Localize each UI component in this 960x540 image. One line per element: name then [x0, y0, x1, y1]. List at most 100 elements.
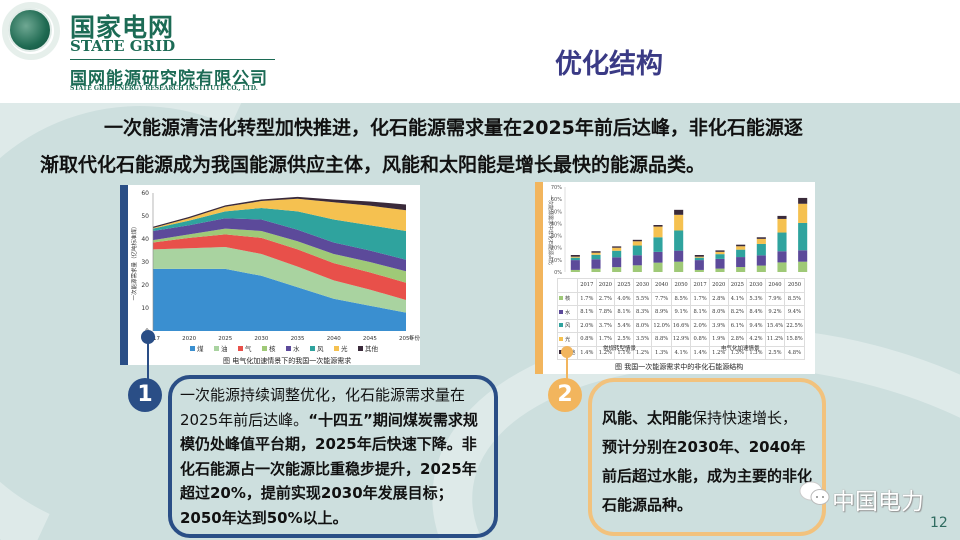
svg-text:风: 风: [317, 345, 324, 353]
headline-line-2: 渐取代化石能源成为我国能源供应主体，风能和太阳能是增长最快的能源品类。: [40, 154, 706, 176]
table-cell: 4.1%: [670, 345, 692, 360]
area-series: [153, 247, 406, 313]
table-header: 2017: [577, 278, 597, 293]
svg-text:50: 50: [141, 213, 149, 220]
svg-text:光: 光: [341, 344, 348, 353]
table-cell: 2.7%: [595, 291, 616, 306]
table-cell: 4.1%: [727, 291, 748, 306]
svg-text:气: 气: [245, 344, 252, 353]
svg-text:60: 60: [141, 190, 149, 197]
table-cell: 8.1%: [614, 305, 634, 320]
svg-text:油: 油: [221, 344, 228, 353]
svg-text:30: 30: [141, 259, 149, 266]
state-grid-logo-icon: [2, 2, 60, 60]
svg-text:40%: 40%: [551, 221, 562, 227]
table-cell: 8.0%: [708, 305, 729, 320]
table-cell: 3.7%: [595, 318, 616, 333]
table-cell: 1.7%: [577, 291, 597, 306]
table-cell: 2.5%: [614, 332, 634, 347]
area-chart-panel: 0102030405060201720202025203020352040204…: [120, 185, 421, 365]
badge-1: 1: [128, 378, 162, 412]
svg-text:60%: 60%: [551, 197, 562, 203]
svg-text:40: 40: [141, 236, 149, 243]
page-title: 优化结构: [555, 49, 663, 80]
table-row: 核 1.7% 2.7% 4.0% 5.5% 7.7% 8.5% 1.7% 2.8% 4.1% 5.3…: [557, 291, 805, 306]
table-cell: 4.8%: [784, 345, 805, 360]
connector-dot: [141, 330, 155, 344]
table-cell: 8.5%: [784, 291, 805, 306]
svg-text:一次能源需求中非化石能源占比: 一次能源需求中非化石能源占比: [547, 195, 554, 265]
institute-name-en: STATE GRID ENERGY RESEARCH INSTITUTE CO.…: [70, 85, 258, 92]
table-cell: 22.5%: [784, 318, 805, 333]
svg-text:2035: 2035: [291, 336, 305, 342]
table-cell: 0.8%: [577, 332, 597, 347]
table-row: 水 8.1% 7.8% 8.1% 8.3% 8.9% 9.1% 8.1% 8.0% 8.2% 8.4…: [557, 305, 805, 320]
headline-line-1: 一次能源清洁化转型加快推进，化石能源需求量在2025年前后达峰，非化石能源逐: [104, 117, 803, 139]
bar-chart-panel: 0% 10% 20% 30% 40% 50% 60% 70% 一次能源需求中非化石能源占比 20…: [535, 182, 815, 374]
table-cell: 1.3%: [651, 345, 672, 360]
bar-chart-caption: 图 我国一次能源需求中的非化石能源结构: [615, 363, 744, 371]
table-cell: 9.1%: [670, 305, 692, 320]
scenario-label-2: 电气化加速情景: [721, 346, 760, 352]
area-series: [153, 228, 406, 283]
table-cell: 1.7%: [690, 291, 710, 306]
callout-1-bold-text: “十四五”期间煤炭需求规模仍处峰值平台期，2025年后快速下降。非化石能源占一次…: [180, 410, 478, 527]
table-cell: 7.8%: [595, 305, 616, 320]
table-cell: 8.3%: [632, 305, 653, 320]
table-header: 2025: [727, 278, 748, 293]
area-series: [153, 218, 406, 272]
table-cell: 8.1%: [690, 305, 710, 320]
page-number: 12: [930, 515, 948, 531]
svg-text:2030: 2030: [254, 336, 268, 342]
table-cell: 2.5%: [764, 345, 786, 360]
table-cell: 7.7%: [651, 291, 672, 306]
wechat-icon: [799, 481, 830, 505]
connector-dot: [561, 346, 573, 358]
svg-text:其他: 其他: [365, 344, 379, 353]
table-cell: 2.0%: [690, 318, 710, 333]
table-cell: 16.6%: [670, 318, 692, 333]
table-cell: 4.2%: [746, 332, 766, 347]
area-series: [153, 196, 406, 228]
institute-name-cn: 国网能源研究院有限公司: [70, 69, 268, 89]
svg-text:2020: 2020: [182, 336, 196, 342]
svg-text:10: 10: [141, 305, 149, 312]
connector-line: [566, 352, 568, 382]
svg-text:年份: 年份: [409, 334, 420, 342]
table-cell: 11.2%: [764, 332, 786, 347]
table-header: 2020: [595, 278, 616, 293]
non-fossil-table: 2017 2020 2025 2030 2040 2050 2017 2020 2025 2030…: [557, 278, 805, 360]
svg-text:50%: 50%: [551, 209, 562, 215]
bar-chart: 0% 10% 20% 30% 40% 50% 60% 70% 一次能源需求中非化石能源占比: [547, 185, 808, 276]
table-cell: 1.4%: [690, 345, 710, 360]
table-cell: 2.8%: [708, 291, 729, 306]
table-row: 风 2.0% 3.7% 5.4% 8.0% 12.0% 16.6% 2.0% 3.9% 6.1% 9…: [557, 318, 805, 333]
area-series: [153, 234, 406, 300]
table-cell: 8.0%: [632, 318, 653, 333]
table-cell: 9.4%: [784, 305, 805, 320]
table-cell: 9.2%: [764, 305, 786, 320]
callout-2-text: 保持快速增长，: [692, 409, 798, 427]
table-header: 2040: [651, 278, 672, 293]
connector-line: [147, 335, 149, 383]
header: 国家电网 STATE GRID 国网能源研究院有限公司 STATE GRID E…: [0, 0, 960, 103]
svg-text:核: 核: [269, 344, 276, 353]
table-cell: 1.4%: [577, 345, 597, 360]
table-cell: 1.2%: [632, 345, 653, 360]
table-cell: 2.0%: [577, 318, 597, 333]
divider: [70, 59, 275, 60]
callout-1-text: 一次能源持续调整优化，化石能源需求量在2025年前后达峰。: [180, 386, 466, 429]
svg-text:30%: 30%: [551, 234, 562, 240]
table-row: 其他1.4%1.2%1.1%1.2%1.3%4.1%1.4%1.2%1.3%1.…: [557, 345, 805, 360]
table-header: 2030: [746, 278, 766, 293]
table-header: 2050: [784, 278, 805, 293]
svg-text:2025: 2025: [218, 336, 232, 342]
table-cell: 8.2%: [727, 305, 748, 320]
table-cell: 15.8%: [784, 332, 805, 347]
headline: 一次能源清洁化转型加快推进，化石能源需求量在2025年前后达峰，非化石能源逐 渐…: [40, 110, 920, 184]
table-cell: 8.4%: [746, 305, 766, 320]
globe-icon: [8, 8, 52, 52]
scenario-label-1: 常规转型情景: [603, 346, 637, 352]
table-cell: 3.5%: [632, 332, 653, 347]
